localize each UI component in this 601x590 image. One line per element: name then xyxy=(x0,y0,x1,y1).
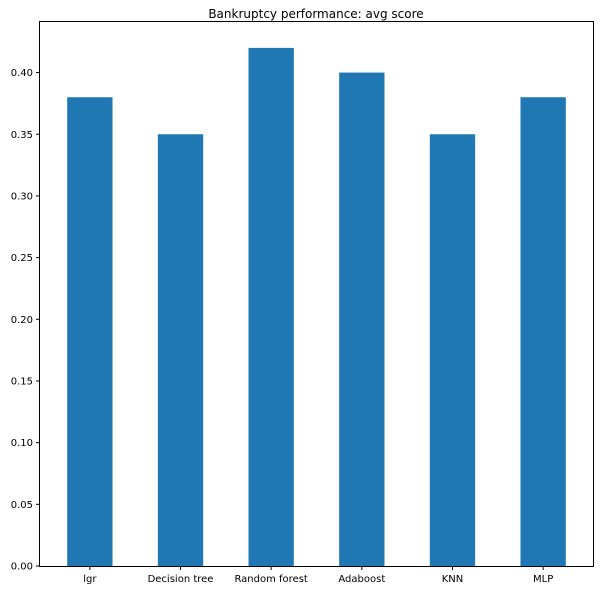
chart-title: Bankruptcy performance: avg score xyxy=(208,7,423,21)
y-tick-label: 0.10 xyxy=(11,438,33,449)
bar-adaboost xyxy=(339,72,385,566)
x-tick-label: lgr xyxy=(83,574,97,585)
y-tick-label: 0.05 xyxy=(11,500,33,511)
x-axis-ticks: lgr Decision tree Random forest Adaboost KNN… xyxy=(83,566,553,585)
x-tick-label: MLP xyxy=(533,574,553,585)
x-tick-label: Decision tree xyxy=(148,574,214,585)
y-tick-label: 0.15 xyxy=(11,376,33,387)
bars-group xyxy=(67,47,566,566)
bar-mlp xyxy=(520,97,566,566)
bar-lgr xyxy=(67,97,113,566)
plot-frame xyxy=(39,21,594,567)
x-tick-label: Adaboost xyxy=(338,574,385,585)
y-tick-label: 0.00 xyxy=(11,562,33,573)
bar-knn xyxy=(429,134,476,566)
x-tick-label: Random forest xyxy=(234,574,307,585)
y-tick-label: 0.40 xyxy=(11,68,33,79)
bar-decision-tree xyxy=(157,134,204,566)
y-axis-ticks: 0.00 0.05 0.10 0.15 0.20 0.25 0.30 0.35 0.40 xyxy=(11,68,40,573)
y-tick-label: 0.30 xyxy=(11,191,33,202)
y-tick-label: 0.35 xyxy=(11,130,33,141)
y-tick-label: 0.25 xyxy=(11,253,33,264)
bar-random-forest xyxy=(248,47,294,566)
x-tick-label: KNN xyxy=(442,574,464,585)
y-tick-label: 0.20 xyxy=(11,315,33,326)
